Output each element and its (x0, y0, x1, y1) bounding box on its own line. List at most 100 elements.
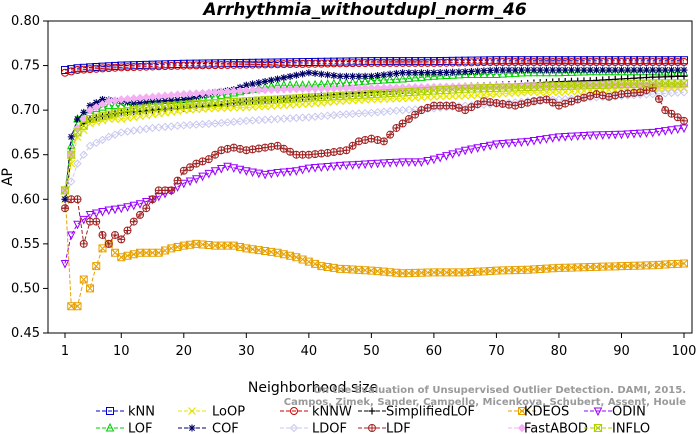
data-point (267, 60, 276, 69)
data-point (173, 176, 182, 185)
data-point (542, 66, 550, 74)
data-point (517, 66, 525, 74)
data-point (192, 89, 201, 98)
y-tick-label: 0.55 (11, 237, 40, 252)
data-point (367, 72, 375, 80)
data-point (104, 100, 114, 110)
data-point (667, 126, 676, 135)
data-point (186, 163, 195, 172)
data-point (61, 68, 69, 77)
data-point (99, 95, 107, 103)
data-point (60, 259, 70, 269)
data-point (60, 186, 70, 195)
data-point (229, 60, 238, 69)
data-point (242, 81, 250, 89)
data-point (379, 107, 389, 116)
y-tick-label: 0.50 (11, 281, 40, 296)
data-point (379, 74, 389, 84)
data-point (149, 97, 157, 105)
data-point (79, 215, 89, 225)
data-point (267, 85, 276, 95)
data-point (179, 89, 189, 99)
data-point (299, 70, 307, 78)
data-point (667, 58, 676, 67)
data-point (210, 167, 220, 176)
data-point (617, 58, 626, 67)
data-point (254, 60, 263, 69)
data-point (129, 62, 138, 71)
data-point (367, 134, 376, 143)
data-point (529, 58, 538, 67)
legend-item-FastABOD: FastABOD (508, 422, 588, 434)
data-point (517, 58, 526, 67)
data-point (335, 161, 345, 171)
data-point (404, 58, 413, 67)
data-point (398, 73, 407, 83)
data-point (61, 195, 69, 203)
legend-marker (188, 424, 196, 432)
data-point (592, 66, 600, 74)
data-point (467, 58, 476, 67)
data-point (510, 68, 520, 77)
data-point (66, 231, 76, 241)
data-point (624, 66, 632, 74)
data-point (98, 135, 107, 145)
data-point (292, 113, 301, 123)
data-point (417, 69, 425, 77)
data-point (635, 129, 645, 139)
data-point (142, 98, 150, 106)
data-point (229, 164, 239, 173)
series-line (64, 71, 685, 191)
data-point (111, 230, 120, 239)
data-point (173, 61, 182, 70)
data-point (429, 101, 438, 110)
data-point (410, 83, 420, 92)
data-point (304, 84, 314, 93)
data-point (492, 69, 501, 78)
data-point (286, 60, 295, 69)
data-point (411, 69, 419, 77)
data-point (329, 59, 338, 68)
data-point (417, 158, 426, 167)
data-point (680, 116, 689, 125)
data-point (605, 66, 613, 74)
data-point (67, 177, 76, 186)
legend-label: FastABOD (524, 422, 588, 434)
data-point (354, 59, 363, 68)
data-point (98, 207, 107, 217)
x-axis-label: Neighborhood size (248, 380, 378, 396)
data-point (649, 66, 657, 74)
data-point (254, 115, 264, 125)
data-point (429, 71, 439, 80)
data-point (79, 239, 88, 248)
data-point (598, 131, 608, 140)
data-point (217, 146, 226, 155)
data-point (404, 83, 414, 92)
data-point (673, 58, 682, 67)
data-point (611, 91, 620, 100)
data-point (267, 169, 276, 179)
data-point (80, 108, 88, 116)
series-line (64, 190, 685, 307)
data-point (135, 200, 145, 209)
data-point (679, 88, 689, 97)
data-point (442, 68, 450, 76)
data-point (72, 128, 83, 137)
x-tick-label: 70 (488, 344, 505, 359)
data-point (448, 58, 457, 67)
data-point (392, 106, 401, 115)
data-point (573, 58, 582, 67)
data-point (511, 58, 520, 67)
data-point (66, 150, 76, 159)
data-point (161, 97, 169, 105)
data-point (242, 60, 251, 69)
data-point (148, 62, 157, 71)
data-point (661, 73, 669, 81)
legend-item-LDF: LDF (358, 422, 411, 434)
series-INFLO (60, 79, 689, 195)
data-point (329, 110, 339, 120)
data-point (179, 166, 188, 175)
data-point (223, 87, 232, 96)
data-point (542, 135, 551, 144)
data-point (623, 130, 633, 139)
